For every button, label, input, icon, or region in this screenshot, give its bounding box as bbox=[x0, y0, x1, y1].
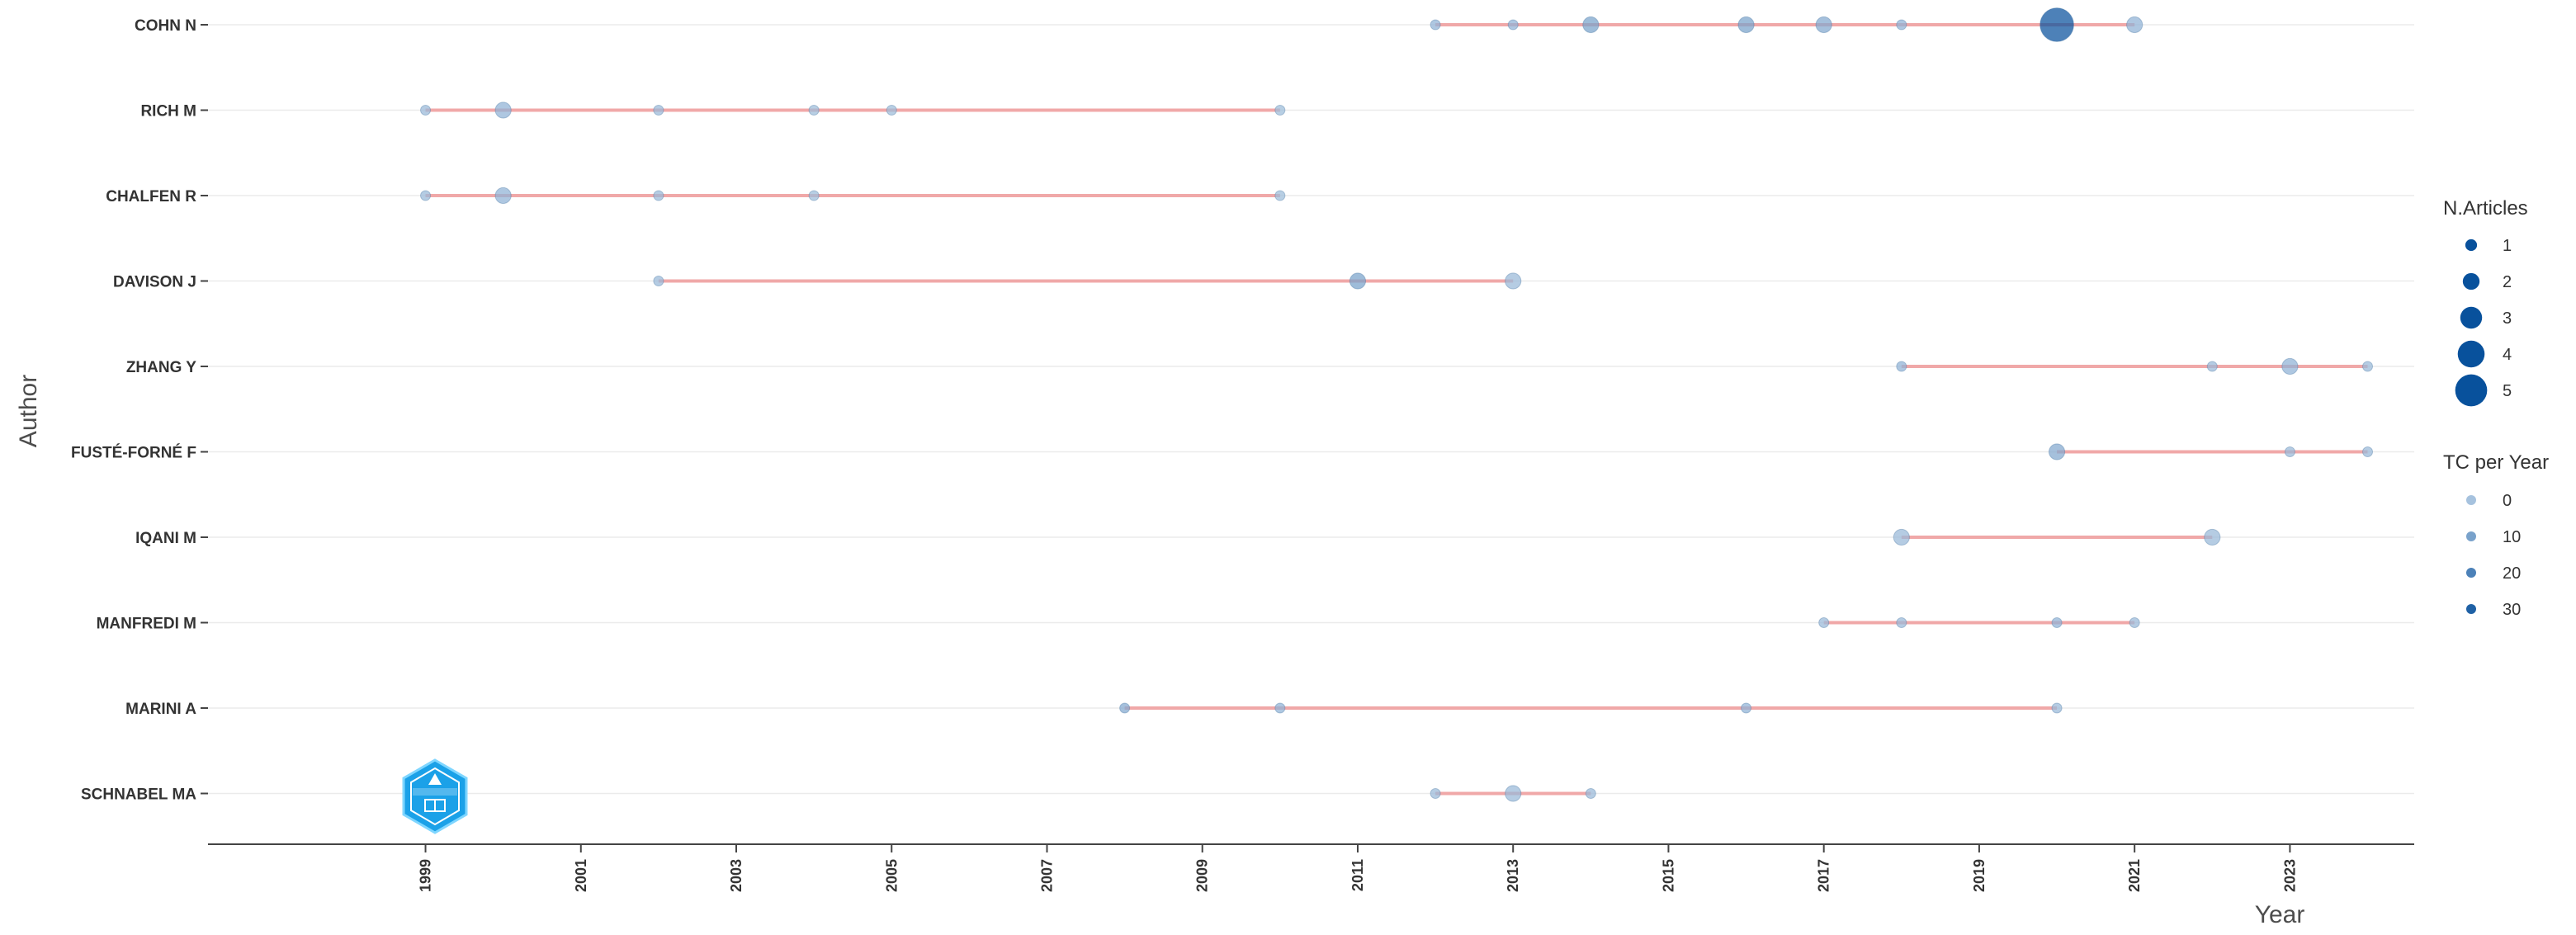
gridlines bbox=[208, 24, 2414, 795]
author-label: RICH M bbox=[140, 103, 196, 120]
data-point bbox=[1274, 105, 1286, 116]
data-point bbox=[1430, 788, 1441, 799]
data-point bbox=[808, 105, 820, 116]
data-point bbox=[2362, 361, 2374, 372]
x-tick-label: 2019 bbox=[1971, 859, 1988, 892]
author-timelines bbox=[425, 23, 2368, 796]
data-point bbox=[1896, 19, 1907, 31]
x-axis-ticks: 1999 2001 2003 2005 2007 2009 2011 2013 2015 2017… bbox=[418, 844, 2298, 892]
data-point bbox=[2129, 617, 2140, 628]
legend-color-key bbox=[2466, 568, 2476, 578]
x-tick-label: 2011 bbox=[1349, 859, 1366, 891]
legend-size-label: 4 bbox=[2503, 346, 2512, 364]
x-tick-label: 1999 bbox=[418, 859, 434, 892]
x-tick-label: 2017 bbox=[1816, 859, 1832, 892]
legend-color-key bbox=[2466, 604, 2476, 614]
author-label: MANFREDI M bbox=[97, 616, 196, 633]
legend-size-keys: 1 2 3 4 5 bbox=[2455, 237, 2512, 407]
legend-color-keys: 0 10 20 30 bbox=[2466, 492, 2521, 619]
data-point bbox=[2040, 7, 2074, 42]
data-point bbox=[1585, 788, 1596, 799]
x-tick-label: 2001 bbox=[573, 859, 589, 892]
data-point bbox=[808, 190, 820, 201]
x-tick-label: 2005 bbox=[883, 859, 900, 892]
author-label: MARINI A bbox=[125, 701, 196, 718]
author-label: CHALFEN R bbox=[106, 188, 196, 205]
legend: N.Articles 1 2 3 4 5 TC per Year 0 10 20 30 bbox=[2443, 197, 2549, 619]
author-labels: COHN N RICH M CHALFEN R DAVISON J ZHANG Y FUS… bbox=[71, 17, 208, 804]
x-axis-title: Year bbox=[2255, 901, 2305, 928]
data-point bbox=[2204, 528, 2221, 546]
data-points bbox=[420, 7, 2374, 802]
legend-size-key bbox=[2455, 374, 2488, 407]
legend-size-key bbox=[2457, 340, 2485, 368]
legend-size-key bbox=[2465, 238, 2478, 252]
legend-title-color: TC per Year bbox=[2443, 451, 2549, 474]
x-tick-label: 2007 bbox=[1038, 859, 1055, 892]
data-point bbox=[1274, 702, 1286, 714]
data-point bbox=[420, 190, 432, 201]
legend-size-label: 5 bbox=[2503, 382, 2512, 400]
legend-size-key bbox=[2460, 306, 2483, 329]
legend-color-label: 20 bbox=[2503, 564, 2521, 583]
data-point bbox=[494, 187, 512, 205]
data-point bbox=[1741, 702, 1752, 714]
author-label: ZHANG Y bbox=[126, 359, 196, 376]
author-label: DAVISON J bbox=[113, 274, 196, 291]
x-tick-label: 2023 bbox=[2281, 859, 2298, 892]
data-point bbox=[1815, 16, 1832, 34]
data-point bbox=[2051, 702, 2063, 714]
author-label: COHN N bbox=[135, 17, 196, 35]
data-point bbox=[1349, 272, 1367, 290]
data-point bbox=[2362, 446, 2374, 457]
legend-color-key bbox=[2466, 495, 2476, 505]
data-point bbox=[1818, 617, 1830, 628]
author-label: IQANI M bbox=[135, 530, 196, 547]
x-tick-label: 2015 bbox=[1660, 859, 1676, 892]
data-point bbox=[1893, 528, 1910, 546]
data-point bbox=[653, 190, 664, 201]
data-point bbox=[1896, 361, 1907, 372]
data-point bbox=[2281, 357, 2299, 375]
legend-color-key bbox=[2466, 531, 2476, 541]
data-point bbox=[1274, 190, 1286, 201]
data-point bbox=[1582, 16, 1600, 34]
data-point bbox=[494, 102, 512, 119]
data-point bbox=[420, 105, 432, 116]
y-axis-title: Author bbox=[15, 375, 42, 447]
data-point bbox=[1896, 617, 1907, 628]
author-label: FUSTÉ-FORNÉ F bbox=[71, 444, 196, 462]
data-point bbox=[2206, 361, 2218, 372]
legend-color-label: 0 bbox=[2503, 492, 2512, 510]
data-point bbox=[1505, 272, 1522, 290]
legend-size-label: 2 bbox=[2503, 273, 2512, 291]
legend-size-key bbox=[2462, 272, 2480, 290]
legend-size-label: 3 bbox=[2503, 309, 2512, 328]
author-label: SCHNABEL MA bbox=[81, 786, 196, 804]
data-point bbox=[1505, 785, 1522, 802]
legend-title-size: N.Articles bbox=[2443, 197, 2528, 220]
data-point bbox=[886, 105, 897, 116]
data-point bbox=[2284, 446, 2295, 457]
data-point bbox=[653, 276, 664, 286]
x-tick-label: 2003 bbox=[728, 859, 744, 892]
bibliometrix-logo bbox=[402, 758, 468, 834]
legend-size-label: 1 bbox=[2503, 237, 2512, 255]
data-point bbox=[653, 105, 664, 116]
data-point bbox=[2048, 443, 2066, 460]
legend-color-label: 10 bbox=[2503, 528, 2521, 546]
data-point bbox=[1507, 19, 1519, 31]
x-tick-label: 2021 bbox=[2126, 859, 2143, 892]
data-point bbox=[2126, 16, 2144, 34]
data-point bbox=[1737, 16, 1755, 34]
data-point bbox=[1430, 19, 1441, 31]
data-point bbox=[1119, 702, 1131, 714]
x-tick-label: 2013 bbox=[1505, 859, 1521, 892]
legend-color-label: 30 bbox=[2503, 601, 2521, 619]
data-point bbox=[2051, 617, 2063, 628]
x-tick-label: 2009 bbox=[1194, 859, 1211, 892]
